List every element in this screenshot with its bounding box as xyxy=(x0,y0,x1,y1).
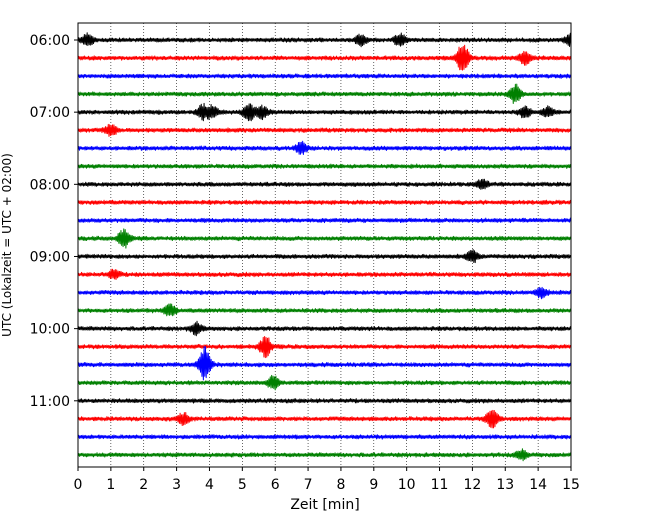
trace-0945 xyxy=(77,303,572,317)
trace-0715 xyxy=(77,123,572,137)
trace-1045 xyxy=(77,374,572,391)
x-tick-label: 7 xyxy=(304,477,313,493)
y-axis-label: UTC (Lokalzeit = UTC + 02:00) xyxy=(0,153,14,337)
y-tick-label: 07:00 xyxy=(30,105,70,121)
trace-0730 xyxy=(77,140,572,156)
trace-1030 xyxy=(77,346,572,381)
seismogram-traces xyxy=(77,32,572,462)
trace-0800 xyxy=(77,178,572,190)
y-tick-label: 06:00 xyxy=(30,33,70,49)
x-tick-label: 1 xyxy=(106,477,115,493)
plot-frame xyxy=(77,22,572,468)
y-tick-label: 11:00 xyxy=(30,394,70,410)
trace-1000 xyxy=(77,320,572,337)
trace-0900 xyxy=(77,249,572,264)
vertical-grid xyxy=(110,23,539,467)
trace-1115 xyxy=(77,409,572,429)
x-tick-label: 10 xyxy=(398,477,416,493)
x-tick-label: 0 xyxy=(74,477,83,493)
trace-1015 xyxy=(77,335,572,359)
trace-0930 xyxy=(77,286,572,300)
x-tick-label: 15 xyxy=(562,477,580,493)
x-tick-label: 5 xyxy=(238,477,247,493)
trace-0630 xyxy=(77,73,572,79)
x-tick-label: 6 xyxy=(271,477,280,493)
trace-0815 xyxy=(77,199,572,206)
x-tick-label: 14 xyxy=(529,477,547,493)
x-tick-label: 4 xyxy=(205,477,214,493)
trace-0830 xyxy=(77,217,572,224)
y-tick-label: 08:00 xyxy=(30,177,70,193)
trace-1145 xyxy=(77,448,572,462)
x-tick-label: 13 xyxy=(496,477,514,493)
y-axis: 06:00 07:00 08:00 09:00 10:00 11:00 xyxy=(30,33,78,410)
x-tick-label: 2 xyxy=(139,477,148,493)
x-tick-label: 9 xyxy=(369,477,378,493)
x-axis-label: Zeit [min] xyxy=(290,497,359,513)
x-tick-label: 3 xyxy=(172,477,181,493)
x-tick-label: 8 xyxy=(336,477,345,493)
trace-0700 xyxy=(77,102,572,122)
trace-0915 xyxy=(77,268,572,280)
y-tick-label: 10:00 xyxy=(30,322,70,338)
x-axis: 0 1 2 3 4 5 6 7 8 9 10 11 12 13 14 15 xyxy=(74,467,580,493)
trace-0615 xyxy=(77,44,572,71)
trace-0845 xyxy=(77,228,572,249)
trace-1130 xyxy=(77,434,572,440)
y-tick-label: 09:00 xyxy=(30,249,70,265)
trace-1100 xyxy=(77,398,572,404)
trace-0645 xyxy=(77,83,572,104)
trace-0600 xyxy=(77,32,572,48)
x-tick-label: 11 xyxy=(431,477,449,493)
trace-0745 xyxy=(77,163,572,169)
x-tick-label: 12 xyxy=(463,477,481,493)
